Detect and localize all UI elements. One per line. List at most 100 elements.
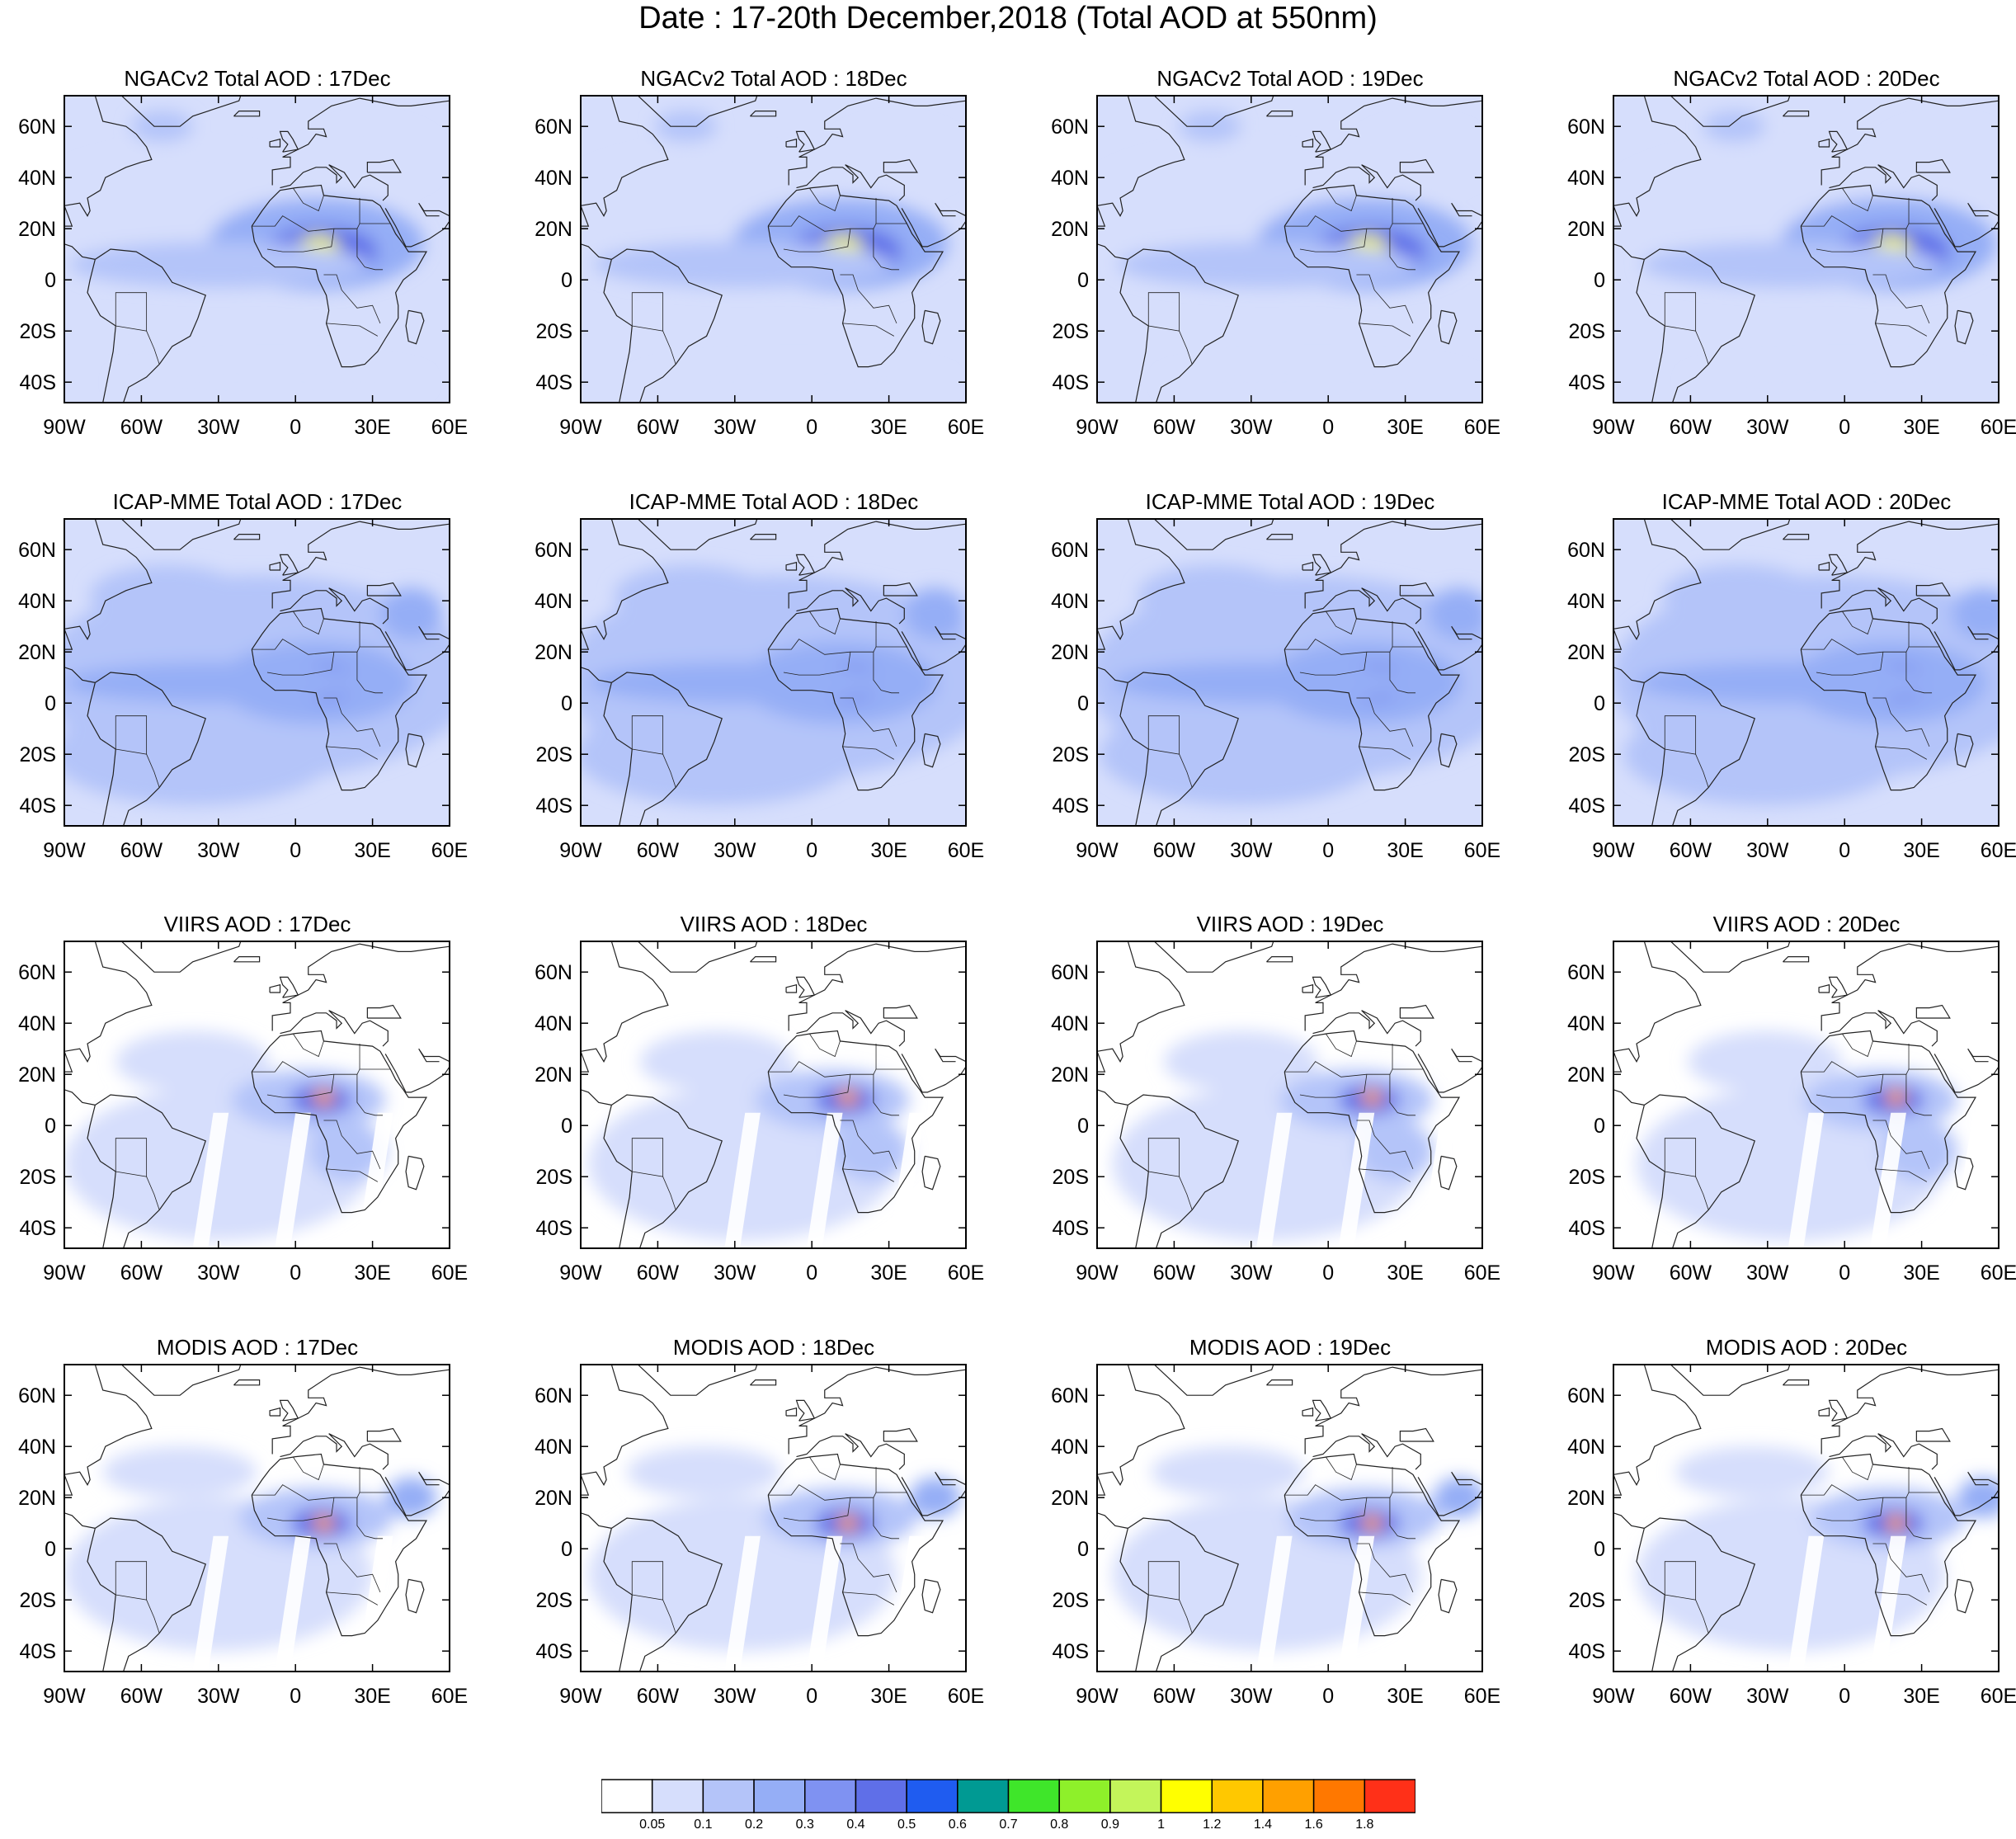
- coastline: [1613, 1365, 1702, 1529]
- coastline: [796, 587, 905, 625]
- map-frame: [64, 518, 450, 827]
- coastline: [279, 1399, 299, 1422]
- coastline: [1670, 96, 1791, 127]
- lon-tick-label: 90W: [1076, 839, 1119, 862]
- coastline: [785, 561, 798, 571]
- map-panel: VIIRS AOD : 19Dec 60N 40N 20N 0 20S 40S 90W 60W 3…: [1033, 912, 1547, 1291]
- coastline: [233, 110, 261, 117]
- lon-tick-label: 60W: [1153, 1685, 1196, 1708]
- coastline: [1636, 1517, 1755, 1672]
- coastline: [233, 955, 261, 963]
- map-frame: [580, 941, 967, 1249]
- lon-tick-label: 60E: [1981, 1685, 2016, 1708]
- coastline: [637, 1365, 758, 1396]
- coastline: [883, 158, 918, 173]
- coastline: [637, 941, 758, 973]
- lat-tick-label: 0: [1077, 692, 1089, 715]
- coastline: [581, 96, 669, 260]
- aod-map: 60N 40N 20N 0 20S 40S 90W 60W 30W 0 30E 60E: [1051, 941, 1500, 1285]
- map-frame: [1613, 95, 2000, 403]
- coastline: [1670, 1365, 1791, 1396]
- colorbar-swatch: [906, 1779, 959, 1813]
- map-panel: MODIS AOD : 18Dec 60N 40N 20N 0 20S 40S 90W 60W 3…: [516, 1335, 1031, 1714]
- lat-tick-label: 0: [561, 692, 572, 715]
- lat-tick-label: 20S: [536, 1589, 572, 1612]
- lat-tick-label: 60N: [18, 116, 56, 139]
- colorbar-label: 0.3: [796, 1818, 814, 1832]
- aod-map: 60N 40N 20N 0 20S 40S 90W 60W 30W 0 30E 60E: [1567, 941, 2016, 1285]
- coastline: [1451, 1471, 1482, 1486]
- lon-tick-label: 30E: [354, 1685, 390, 1708]
- lat-tick-label: 60N: [1567, 539, 1605, 562]
- lat-tick-label: 0: [561, 1538, 572, 1561]
- lon-tick-label: 30E: [1903, 1685, 1939, 1708]
- aod-plume: [115, 364, 424, 400]
- lon-tick-label: 30W: [1230, 839, 1273, 862]
- aod-plume: [308, 1120, 386, 1182]
- lon-tick-label: 30E: [1387, 416, 1423, 439]
- coastline: [1783, 533, 1810, 540]
- coastline: [1800, 1453, 1977, 1637]
- coastline: [1119, 248, 1239, 403]
- aod-plume: [1433, 1477, 1482, 1518]
- aod-plume: [1138, 564, 1293, 627]
- coastline: [1312, 587, 1421, 625]
- aod-plume: [1886, 1515, 1906, 1531]
- coastline: [935, 1471, 966, 1486]
- lat-tick-label: 60N: [18, 961, 56, 984]
- coastline: [279, 976, 299, 998]
- lon-tick-label: 0: [1839, 1261, 1850, 1285]
- panel-title: VIIRS AOD : 17Dec: [163, 912, 351, 936]
- lon-tick-label: 0: [290, 839, 301, 862]
- colorbar-label: 1: [1157, 1818, 1165, 1832]
- lat-tick-label: 20N: [1567, 218, 1605, 241]
- coastline: [366, 1004, 402, 1019]
- aod-map: 60N 40N 20N 0 20S 40S 90W 60W 30W 0 30E 60E: [1051, 95, 1500, 439]
- colorbar-label: 0.4: [846, 1818, 864, 1832]
- aod-plume: [639, 364, 949, 400]
- panel-title: ICAP-MME Total AOD : 19Dec: [1145, 489, 1435, 514]
- coastline: [1800, 184, 1977, 368]
- coastline: [1636, 1094, 1755, 1248]
- lon-tick-label: 60E: [1981, 839, 2016, 862]
- lon-tick-label: 60E: [431, 416, 468, 439]
- coastline: [935, 625, 966, 640]
- lat-tick-label: 0: [45, 1538, 56, 1561]
- coastline: [64, 96, 153, 260]
- lon-tick-label: 0: [290, 1685, 301, 1708]
- panel-title: MODIS AOD : 18Dec: [672, 1335, 875, 1360]
- aod-map: 60N 40N 20N 0 20S 40S 90W 60W 30W 0 30E 60E: [18, 941, 468, 1285]
- coastline: [796, 164, 905, 201]
- lon-tick-label: 60W: [120, 1685, 163, 1708]
- lat-tick-label: 0: [45, 269, 56, 292]
- coastline: [767, 1030, 944, 1214]
- lat-tick-label: 40S: [1053, 371, 1089, 394]
- coastline: [279, 130, 299, 153]
- lon-tick-label: 30E: [870, 839, 907, 862]
- lon-tick-label: 60E: [431, 1685, 468, 1708]
- coastline: [1312, 1433, 1421, 1470]
- coastline: [1828, 1399, 1849, 1422]
- coastline: [1829, 587, 1938, 625]
- lon-tick-label: 60E: [431, 1261, 468, 1285]
- colorbar-swatch: [753, 1779, 806, 1813]
- lat-tick-label: 40S: [1569, 795, 1605, 818]
- lon-tick-label: 30W: [714, 1261, 756, 1285]
- lat-tick-label: 20N: [18, 641, 56, 664]
- lat-tick-label: 40N: [1567, 590, 1605, 613]
- coastline: [405, 309, 425, 345]
- lat-tick-label: 20N: [1567, 641, 1605, 664]
- coastline: [1312, 164, 1421, 201]
- lon-tick-label: 30E: [1387, 1261, 1423, 1285]
- coastline: [120, 96, 242, 127]
- coastline: [1451, 625, 1482, 640]
- map-panel: NGACv2 Total AOD : 18Dec 60N 40N 20N 0 20S 40S…: [516, 66, 1031, 446]
- lon-tick-label: 0: [1322, 839, 1334, 862]
- panel-title: MODIS AOD : 19Dec: [1189, 1335, 1392, 1360]
- coastline: [120, 519, 242, 550]
- lon-tick-label: 90W: [1076, 1685, 1119, 1708]
- coastline: [251, 1453, 428, 1637]
- map-panel: ICAP-MME Total AOD : 19Dec 60N 40N 20N 0 20S 4…: [1033, 489, 1547, 869]
- coastline: [1153, 96, 1274, 127]
- aod-plume: [593, 241, 892, 288]
